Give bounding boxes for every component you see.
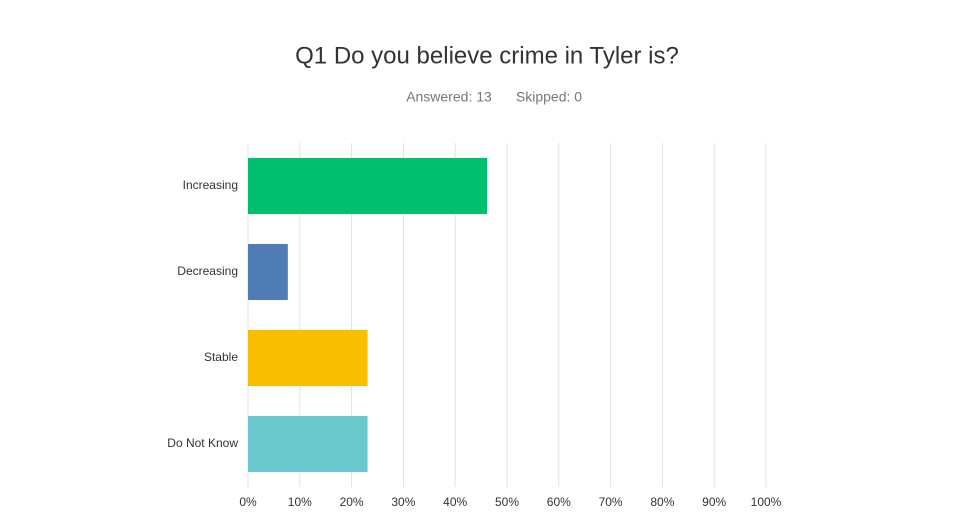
y-tick-label: Do Not Know [167,436,238,450]
x-tick-label: 20% [340,495,364,509]
y-tick-label: Increasing [183,178,238,192]
skipped-count: Skipped: 0 [516,89,582,105]
x-tick-label: 0% [239,495,257,509]
x-tick-label: 60% [547,495,571,509]
x-tick-label: 100% [751,495,782,509]
x-tick-label: 40% [443,495,467,509]
x-tick-label: 70% [599,495,623,509]
x-tick-label: 10% [288,495,312,509]
x-tick-label: 90% [702,495,726,509]
x-tick-label: 50% [495,495,519,509]
answered-count: Answered: 13 [406,89,492,105]
bar [248,330,368,386]
y-tick-label: Decreasing [177,264,238,278]
bar [248,158,488,214]
chart-title: Q1 Do you believe crime in Tyler is? [295,42,679,69]
bar [248,244,288,300]
x-tick-label: 80% [650,495,674,509]
x-tick-label: 30% [391,495,415,509]
y-tick-label: Stable [204,350,238,364]
bar [248,416,368,472]
